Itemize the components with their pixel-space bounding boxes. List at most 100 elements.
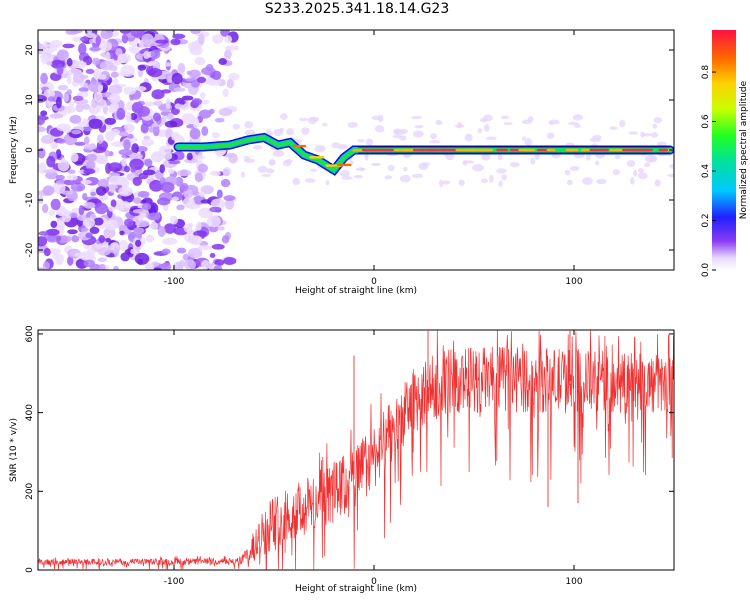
noise-speckle: [153, 267, 163, 270]
noise-speckle: [477, 128, 483, 134]
noise-speckle: [134, 86, 147, 92]
noise-speckle: [90, 191, 96, 197]
noise-speckle: [182, 197, 195, 208]
noise-speckle: [78, 43, 87, 55]
noise-speckle: [551, 153, 561, 159]
noise-speckle: [43, 43, 57, 48]
noise-speckle: [118, 239, 129, 252]
noise-speckle: [177, 62, 186, 74]
noise-speckle: [387, 164, 395, 172]
noise-speckle: [46, 61, 53, 66]
noise-speckle: [198, 244, 212, 251]
noise-speckle: [160, 262, 172, 270]
noise-speckle: [166, 75, 174, 83]
noise-speckle: [172, 33, 186, 39]
noise-speckle: [170, 38, 181, 46]
noise-speckle: [163, 151, 173, 160]
noise-speckle: [650, 132, 659, 138]
noise-speckle: [96, 134, 104, 144]
noise-speckle: [224, 153, 237, 158]
noise-speckle: [121, 33, 129, 44]
noise-speckle: [151, 123, 160, 128]
noise-speckle: [176, 169, 192, 177]
noise-speckle: [38, 114, 46, 126]
noise-speckle: [325, 180, 330, 186]
noise-speckle: [374, 125, 385, 133]
noise-speckle: [52, 182, 66, 194]
noise-speckle: [125, 111, 132, 123]
noise-speckle: [153, 112, 161, 122]
noise-speckle: [85, 32, 97, 38]
noise-speckle: [55, 174, 65, 180]
noise-speckle: [97, 84, 103, 93]
noise-speckle: [130, 30, 145, 38]
noise-speckle: [595, 160, 600, 166]
noise-speckle: [140, 123, 149, 134]
x-tick-label: -100: [164, 277, 185, 287]
noise-speckle: [150, 49, 161, 60]
noise-speckle: [211, 70, 222, 81]
noise-speckle: [435, 119, 443, 126]
noise-speckle: [78, 205, 85, 216]
noise-speckle: [359, 167, 365, 172]
noise-speckle: [213, 265, 223, 270]
x-tick-label: 100: [565, 577, 582, 587]
noise-speckle: [123, 218, 134, 227]
noise-speckle: [218, 58, 228, 66]
noise-speckle: [144, 158, 153, 167]
noise-speckle: [464, 133, 473, 142]
noise-speckle: [463, 160, 475, 164]
noise-speckle: [232, 123, 241, 130]
noise-speckle: [155, 39, 169, 44]
noise-speckle: [74, 141, 86, 146]
noise-speckle: [637, 168, 645, 173]
colorbar-tick-label: 0.4: [701, 164, 711, 179]
noise-speckle: [286, 128, 294, 136]
noise-speckle: [322, 122, 328, 127]
noise-speckle: [49, 113, 64, 119]
noise-speckle: [65, 30, 79, 35]
noise-speckle: [471, 164, 484, 172]
noise-speckle: [149, 179, 164, 192]
y-tick-label: 200: [25, 482, 35, 499]
colorbar-tick-label: 0.8: [701, 65, 711, 80]
noise-speckle: [69, 114, 82, 124]
noise-speckle: [228, 72, 240, 81]
x-tick-label: 0: [371, 577, 377, 587]
noise-speckle: [151, 89, 165, 100]
noise-speckle: [104, 117, 117, 125]
noise-speckle: [116, 107, 126, 120]
noise-speckle: [226, 78, 234, 89]
noise-speckle: [86, 153, 98, 162]
noise-speckle: [153, 100, 163, 107]
noise-speckle: [108, 206, 116, 212]
noise-speckle: [212, 34, 224, 44]
noise-speckle: [50, 220, 58, 228]
noise-speckle: [131, 101, 144, 114]
y-tick-label: 20: [25, 44, 35, 56]
noise-speckle: [38, 231, 49, 236]
noise-speckle: [349, 160, 354, 165]
noise-speckle: [652, 123, 658, 129]
noise-speckle: [176, 247, 187, 254]
noise-speckle: [116, 202, 126, 211]
noise-speckle: [209, 206, 222, 213]
noise-speckle: [108, 175, 123, 185]
noise-speckle: [186, 152, 193, 161]
noise-speckle: [38, 236, 48, 247]
noise-speckle: [503, 122, 513, 126]
noise-speckle: [161, 248, 171, 255]
noise-speckle: [223, 257, 237, 265]
noise-speckle: [113, 246, 120, 258]
noise-speckle: [266, 128, 271, 137]
noise-speckle: [129, 112, 138, 121]
noise-speckle: [614, 155, 621, 159]
noise-speckle: [135, 220, 150, 228]
noise-speckle: [196, 221, 202, 232]
noise-speckle: [637, 172, 648, 180]
noise-speckle: [148, 127, 155, 133]
noise-speckle: [142, 169, 156, 176]
noise-speckle: [399, 174, 411, 183]
spectrogram-x-label: Height of straight line (km): [295, 286, 417, 296]
y-tick-label: 0: [25, 567, 35, 573]
